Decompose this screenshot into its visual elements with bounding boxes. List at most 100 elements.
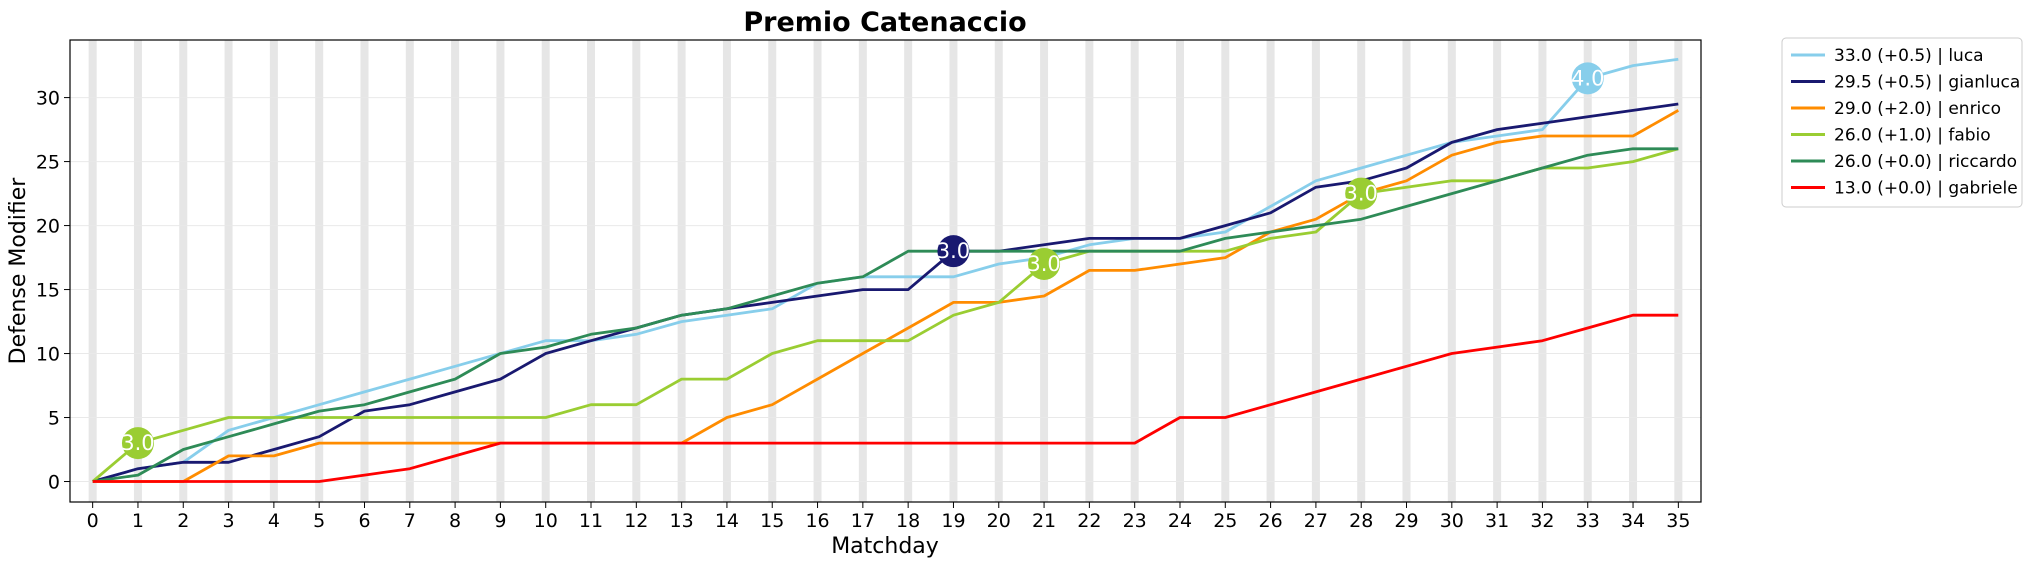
x-tick-label: 1 <box>132 510 144 532</box>
matchday-band <box>1583 40 1592 502</box>
legend-box <box>1781 37 2023 208</box>
matchday-band <box>677 40 686 502</box>
matchday-band <box>405 40 414 502</box>
matchday-band <box>360 40 369 502</box>
plot-frame <box>69 39 1702 503</box>
matchday-band <box>587 40 596 502</box>
y-tick-label: 5 <box>48 408 60 430</box>
annotation-label: 4.0 <box>1571 66 1604 90</box>
matchday-band <box>269 40 278 502</box>
legend-entry: 29.5 (+0.5) | gianluca <box>1834 73 2020 93</box>
annotation-label: 3.0 <box>1027 252 1060 276</box>
matchday-band <box>949 40 958 502</box>
matchday-band <box>768 40 777 502</box>
annotation-marker <box>121 427 154 460</box>
matchday-band <box>224 40 233 502</box>
matchday-band <box>813 40 822 502</box>
series-line <box>92 57 1679 483</box>
matchday-band <box>1357 40 1366 502</box>
annotation-label: 3.0 <box>1345 182 1378 206</box>
x-tick-label: 14 <box>715 510 739 532</box>
series-line <box>92 147 1679 483</box>
matchday-band <box>722 40 731 502</box>
y-tick-label: 15 <box>36 280 60 302</box>
x-tick-label: 23 <box>1123 510 1147 532</box>
matchday-bands <box>88 40 1683 502</box>
x-tick-label: 31 <box>1485 510 1509 532</box>
x-axis-ticks: 0 1 2 3 4 5 6 7 8 9 10 11 12 13 14 15 16 17 18 19 20 21 22 23 24… <box>87 502 1690 532</box>
x-tick-label: 26 <box>1259 510 1283 532</box>
matchday-band <box>541 40 550 502</box>
annotation-marker <box>1345 177 1378 210</box>
matchday-band <box>496 40 505 502</box>
matchday-band <box>904 40 913 502</box>
matchday-band <box>1266 40 1275 502</box>
x-tick-label: 32 <box>1530 510 1554 532</box>
x-tick-label: 7 <box>404 510 416 532</box>
x-tick-label: 3 <box>223 510 235 532</box>
x-tick-label: 28 <box>1349 510 1373 532</box>
x-tick-label: 10 <box>534 510 558 532</box>
y-tick-label: 0 <box>48 472 60 494</box>
matchday-band <box>858 40 867 502</box>
matchday-band <box>1447 40 1456 502</box>
x-tick-label: 2 <box>177 510 189 532</box>
x-tick-label: 27 <box>1304 510 1328 532</box>
series-line <box>92 102 1679 483</box>
series-line <box>92 109 1679 483</box>
x-tick-label: 8 <box>449 510 461 532</box>
x-tick-label: 0 <box>87 510 99 532</box>
chart-title: Premio Catenaccio <box>743 7 1026 38</box>
matchday-band <box>1629 40 1638 502</box>
series-line <box>91 147 1679 483</box>
x-tick-label: 13 <box>670 510 694 532</box>
y-tick-label: 30 <box>36 88 60 110</box>
matchday-band <box>1674 40 1683 502</box>
annotation-markers: 3.0 3.0 3.0 3.0 4.0 <box>121 62 1604 460</box>
x-tick-label: 30 <box>1440 510 1464 532</box>
matchday-band <box>1221 40 1230 502</box>
x-tick-label: 35 <box>1666 510 1690 532</box>
x-tick-label: 24 <box>1168 510 1192 532</box>
matchday-band <box>179 40 188 502</box>
matchday-band <box>451 40 460 502</box>
legend-entry: 26.0 (+1.0) | fabio <box>1834 126 1991 146</box>
x-tick-label: 9 <box>494 510 506 532</box>
legend: 33.0 (+0.5) | luca 29.5 (+0.5) | gianluca… <box>1781 37 2023 208</box>
matchday-band <box>315 40 324 502</box>
x-tick-label: 21 <box>1032 510 1056 532</box>
x-tick-label: 17 <box>851 510 875 532</box>
matchday-band <box>1175 40 1184 502</box>
annotation-marker <box>1571 62 1604 95</box>
annotation-marker <box>1028 247 1061 280</box>
x-tick-label: 20 <box>987 510 1011 532</box>
matchday-band <box>1538 40 1547 502</box>
x-tick-label: 16 <box>805 510 829 532</box>
matchday-band <box>994 40 1003 502</box>
series-line <box>92 313 1679 483</box>
x-tick-label: 19 <box>941 510 965 532</box>
legend-entry: 13.0 (+0.0) | gabriele <box>1834 179 2018 199</box>
x-tick-label: 29 <box>1394 510 1418 532</box>
x-tick-label: 22 <box>1077 510 1101 532</box>
matchday-band <box>1493 40 1502 502</box>
x-tick-label: 33 <box>1576 510 1600 532</box>
y-tick-label: 20 <box>36 216 60 238</box>
y-tick-label: 25 <box>36 152 60 174</box>
matchday-band <box>133 40 142 502</box>
legend-entry: 29.0 (+2.0) | enrico <box>1834 99 2001 119</box>
x-tick-label: 4 <box>268 510 280 532</box>
x-tick-label: 6 <box>358 510 370 532</box>
legend-entry: 26.0 (+0.0) | riccardo <box>1834 152 2017 172</box>
x-tick-label: 15 <box>760 510 784 532</box>
matchday-band <box>632 40 641 502</box>
matchday-band <box>1402 40 1411 502</box>
y-tick-label: 10 <box>36 344 60 366</box>
x-tick-label: 11 <box>579 510 603 532</box>
annotation-label: 3.0 <box>937 239 970 263</box>
x-tick-label: 12 <box>624 510 648 532</box>
matchday-band <box>1311 40 1320 502</box>
x-axis-label: Matchday <box>831 534 939 559</box>
y-axis-label: Defense Modifier <box>6 177 31 365</box>
